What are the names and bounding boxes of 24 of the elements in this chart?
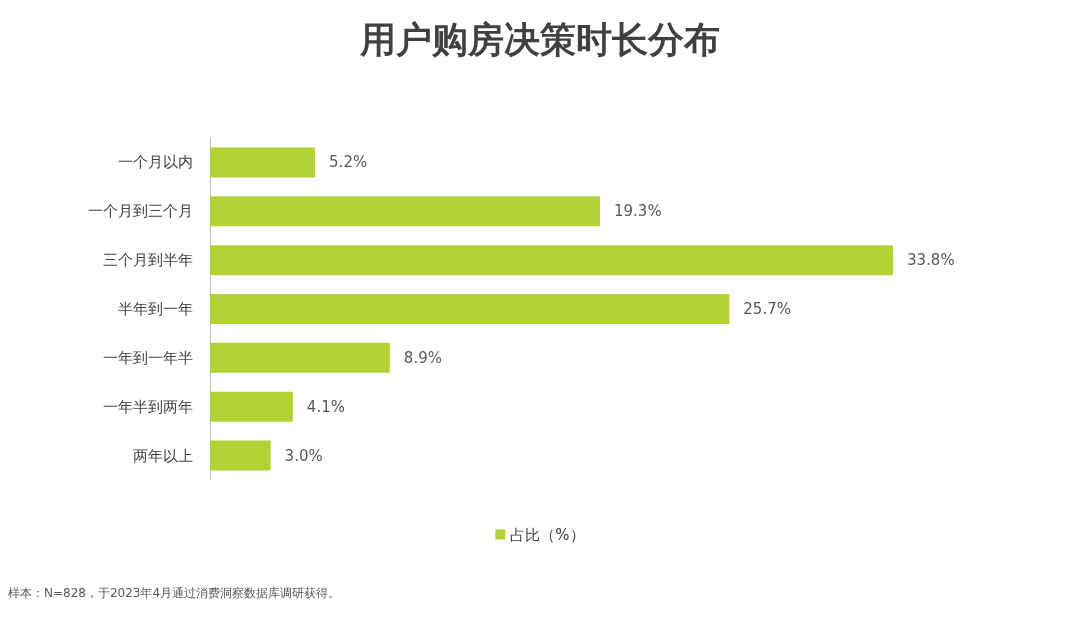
data-label: 19.3% [614, 202, 662, 221]
data-label: 8.9% [403, 348, 442, 367]
y-tick-label: 三个月到半年 [103, 251, 193, 270]
data-label: 5.2% [329, 153, 368, 172]
bar [210, 147, 316, 178]
data-label: 4.1% [306, 397, 345, 416]
y-tick-label: 半年到一年 [118, 300, 193, 318]
y-tick-label: 一年到一年半 [103, 348, 193, 367]
y-tick-label: 一个月到三个月 [88, 202, 193, 221]
legend-label: 占比（%） [510, 525, 585, 544]
bar [210, 196, 600, 227]
bar [210, 342, 390, 373]
data-label: 33.8% [907, 251, 955, 270]
text: 样本：N=828，于2023年4月通过消费洞察数据库调研获得。 [8, 586, 341, 600]
y-tick-label: 一个月以内 [118, 153, 193, 172]
data-label: 3.0% [284, 446, 323, 465]
bar [210, 391, 293, 422]
data-label: 25.7% [743, 300, 791, 318]
y-tick-label: 一年半到两年 [103, 397, 193, 416]
chart-title: 用户购房决策时长分布 [359, 18, 720, 60]
bar [210, 245, 893, 276]
bar [210, 294, 730, 324]
y-tick-label: 两年以上 [133, 446, 193, 465]
bar [210, 440, 271, 471]
